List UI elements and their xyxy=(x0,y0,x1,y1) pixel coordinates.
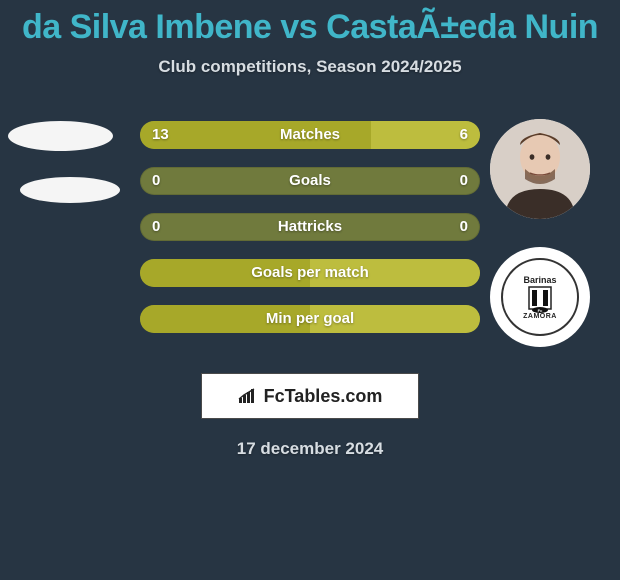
stat-bar-label: Hattricks xyxy=(140,213,480,241)
club-badge-bottom: ZAMORA xyxy=(523,313,557,320)
stat-bar-left-value: 0 xyxy=(152,213,160,241)
club-badge-top: Barinas xyxy=(523,275,556,285)
stat-bar-label: Goals xyxy=(140,167,480,195)
stat-bar-left-value: 0 xyxy=(152,167,160,195)
club-badge: Barinas Fc ZAMORA xyxy=(501,258,579,336)
shield-icon: Fc xyxy=(523,285,557,313)
person-icon xyxy=(490,119,590,219)
brand-box[interactable]: FcTables.com xyxy=(201,373,419,419)
right-club-logo: Barinas Fc ZAMORA xyxy=(490,247,590,347)
stat-bar-right-value: 6 xyxy=(460,121,468,149)
stat-bar-label: Goals per match xyxy=(140,259,480,287)
stat-bar: Hattricks0 0 xyxy=(140,213,480,241)
stat-bar: Goals0 0 xyxy=(140,167,480,195)
stat-bar: Goals per match xyxy=(140,259,480,287)
stat-bar-label: Matches xyxy=(140,121,480,149)
footer-date: 17 december 2024 xyxy=(0,439,620,459)
stat-bar: Min per goal xyxy=(140,305,480,333)
brand-text: FcTables.com xyxy=(264,386,383,407)
stat-bar-right-value: 0 xyxy=(460,167,468,195)
right-player-avatar xyxy=(490,119,590,219)
stat-bars: Matches136Goals00Hattricks00Goals per ma… xyxy=(140,121,480,351)
bar-chart-icon xyxy=(238,388,258,404)
stat-bar-left-value: 13 xyxy=(152,121,169,149)
subtitle: Club competitions, Season 2024/2025 xyxy=(0,57,620,77)
stat-bar-label: Min per goal xyxy=(140,305,480,333)
left-player-logo-2 xyxy=(20,177,120,203)
stat-bar-right-value: 0 xyxy=(460,213,468,241)
comparison-card: da Silva Imbene vs CastaÃ±eda Nuin Club … xyxy=(0,0,620,580)
left-player-logo-1 xyxy=(8,121,113,151)
comparison-content: Barinas Fc ZAMORA Matches136Goals00Hattr… xyxy=(0,105,620,365)
page-title: da Silva Imbene vs CastaÃ±eda Nuin xyxy=(0,0,620,47)
stat-bar: Matches13 6 xyxy=(140,121,480,149)
